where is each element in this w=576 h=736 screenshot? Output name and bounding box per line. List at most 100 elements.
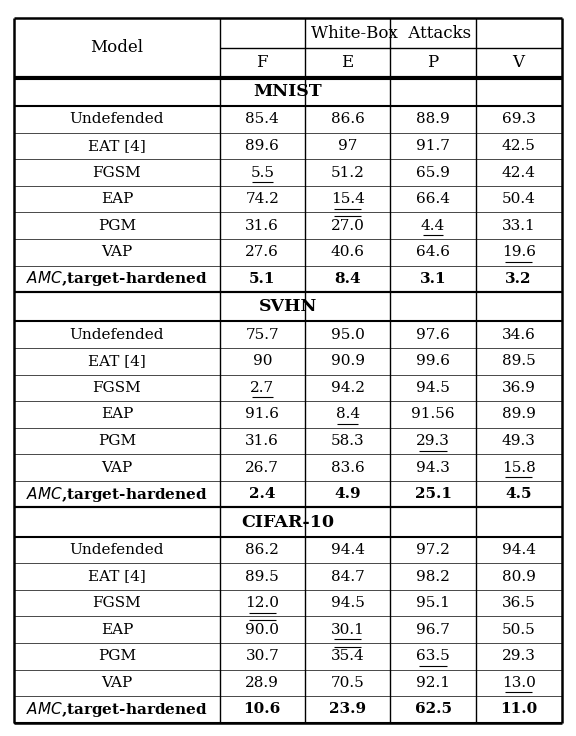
Text: 12.0: 12.0: [245, 596, 279, 610]
Text: White-Box  Attacks: White-Box Attacks: [310, 24, 471, 41]
Text: 29.3: 29.3: [502, 649, 536, 663]
Text: 95.1: 95.1: [416, 596, 450, 610]
Text: 11.0: 11.0: [500, 702, 537, 716]
Text: 62.5: 62.5: [415, 702, 452, 716]
Text: FGSM: FGSM: [93, 166, 141, 180]
Text: 74.2: 74.2: [245, 192, 279, 206]
Text: 89.5: 89.5: [502, 354, 536, 368]
Text: 19.6: 19.6: [502, 245, 536, 259]
Text: 89.6: 89.6: [245, 139, 279, 153]
Text: 27.6: 27.6: [245, 245, 279, 259]
Text: 89.9: 89.9: [502, 408, 536, 422]
Text: 89.5: 89.5: [245, 570, 279, 584]
Text: 97.6: 97.6: [416, 328, 450, 342]
Text: 86.2: 86.2: [245, 543, 279, 557]
Text: 50.5: 50.5: [502, 623, 536, 637]
Text: 97: 97: [338, 139, 357, 153]
Text: 90: 90: [252, 354, 272, 368]
Text: 31.6: 31.6: [245, 434, 279, 448]
Text: 69.3: 69.3: [502, 113, 536, 127]
Text: 83.6: 83.6: [331, 461, 365, 475]
Text: F: F: [256, 54, 268, 71]
Text: PGM: PGM: [98, 434, 136, 448]
Text: MNIST: MNIST: [253, 83, 323, 100]
Text: 27.0: 27.0: [331, 219, 365, 233]
Text: EAT [4]: EAT [4]: [88, 570, 146, 584]
Text: 34.6: 34.6: [502, 328, 536, 342]
Text: 94.5: 94.5: [416, 381, 450, 394]
Text: P: P: [427, 54, 439, 71]
Text: EAP: EAP: [101, 408, 133, 422]
Text: Undefended: Undefended: [70, 543, 164, 557]
Text: V: V: [513, 54, 525, 71]
Text: 23.9: 23.9: [329, 702, 366, 716]
Text: $\mathit{AMC}$,target-hardened: $\mathit{AMC}$,target-hardened: [26, 700, 208, 719]
Text: PGM: PGM: [98, 649, 136, 663]
Text: 91.56: 91.56: [411, 408, 455, 422]
Text: 28.9: 28.9: [245, 676, 279, 690]
Text: 64.6: 64.6: [416, 245, 450, 259]
Text: 36.9: 36.9: [502, 381, 536, 394]
Text: 35.4: 35.4: [331, 649, 365, 663]
Text: 66.4: 66.4: [416, 192, 450, 206]
Text: 42.4: 42.4: [502, 166, 536, 180]
Text: 5.5: 5.5: [251, 166, 274, 180]
Text: 94.2: 94.2: [331, 381, 365, 394]
Text: Model: Model: [90, 39, 143, 56]
Text: 94.5: 94.5: [331, 596, 365, 610]
Text: 30.7: 30.7: [245, 649, 279, 663]
Text: 10.6: 10.6: [244, 702, 281, 716]
Text: 70.5: 70.5: [331, 676, 365, 690]
Text: 86.6: 86.6: [331, 113, 365, 127]
Text: 15.4: 15.4: [331, 192, 365, 206]
Text: 99.6: 99.6: [416, 354, 450, 368]
Text: EAT [4]: EAT [4]: [88, 139, 146, 153]
Text: 25.1: 25.1: [415, 487, 452, 501]
Text: 94.3: 94.3: [416, 461, 450, 475]
Text: SVHN: SVHN: [259, 298, 317, 315]
Text: Undefended: Undefended: [70, 328, 164, 342]
Text: EAT [4]: EAT [4]: [88, 354, 146, 368]
Text: 30.1: 30.1: [331, 623, 365, 637]
Text: 8.4: 8.4: [334, 272, 361, 286]
Text: 42.5: 42.5: [502, 139, 536, 153]
Text: FGSM: FGSM: [93, 596, 141, 610]
Text: 8.4: 8.4: [336, 408, 359, 422]
Text: Undefended: Undefended: [70, 113, 164, 127]
Text: PGM: PGM: [98, 219, 136, 233]
Text: 98.2: 98.2: [416, 570, 450, 584]
Text: 50.4: 50.4: [502, 192, 536, 206]
Text: 13.0: 13.0: [502, 676, 536, 690]
Text: 4.4: 4.4: [421, 219, 445, 233]
Text: 90.0: 90.0: [245, 623, 279, 637]
Text: 94.4: 94.4: [502, 543, 536, 557]
Text: 15.8: 15.8: [502, 461, 536, 475]
Text: 3.1: 3.1: [420, 272, 446, 286]
Text: 80.9: 80.9: [502, 570, 536, 584]
Text: EAP: EAP: [101, 192, 133, 206]
Text: 58.3: 58.3: [331, 434, 365, 448]
Text: 96.7: 96.7: [416, 623, 450, 637]
Text: 88.9: 88.9: [416, 113, 450, 127]
Text: 33.1: 33.1: [502, 219, 536, 233]
Text: 84.7: 84.7: [331, 570, 365, 584]
Text: 4.9: 4.9: [334, 487, 361, 501]
Text: 26.7: 26.7: [245, 461, 279, 475]
Text: $\mathit{AMC}$,target-hardened: $\mathit{AMC}$,target-hardened: [26, 485, 208, 503]
Text: VAP: VAP: [101, 676, 132, 690]
Text: 90.9: 90.9: [331, 354, 365, 368]
Text: 4.5: 4.5: [505, 487, 532, 501]
Text: 36.5: 36.5: [502, 596, 536, 610]
Text: 65.9: 65.9: [416, 166, 450, 180]
Text: 63.5: 63.5: [416, 649, 450, 663]
Text: 91.6: 91.6: [245, 408, 279, 422]
Text: 40.6: 40.6: [331, 245, 365, 259]
Text: 5.1: 5.1: [249, 272, 275, 286]
Text: 91.7: 91.7: [416, 139, 450, 153]
Text: 97.2: 97.2: [416, 543, 450, 557]
Text: 49.3: 49.3: [502, 434, 536, 448]
Text: $\mathit{AMC}$,target-hardened: $\mathit{AMC}$,target-hardened: [26, 269, 208, 289]
Text: 95.0: 95.0: [331, 328, 365, 342]
Text: 94.4: 94.4: [331, 543, 365, 557]
Text: VAP: VAP: [101, 461, 132, 475]
